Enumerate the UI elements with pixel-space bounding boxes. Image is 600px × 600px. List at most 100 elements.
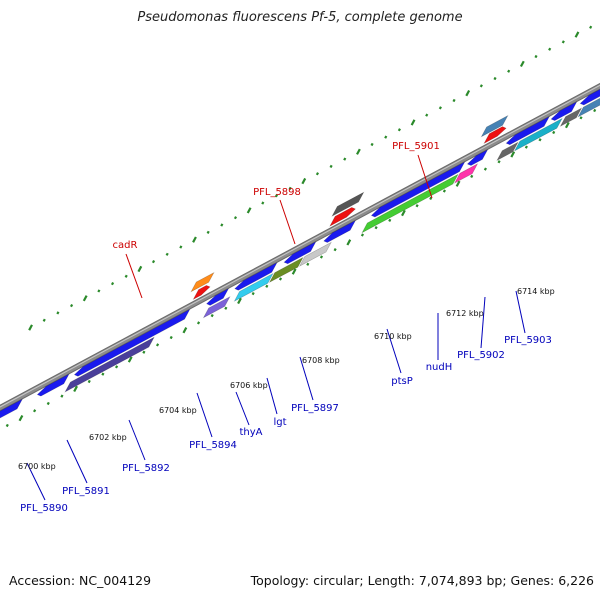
tick-mark (165, 252, 169, 256)
reverse-gene-box (268, 256, 304, 284)
tick-mark (124, 274, 128, 278)
gene-label: PFL_5897 (291, 403, 339, 414)
tick-mark (479, 84, 483, 88)
tick-mark (179, 245, 183, 249)
genome-summary-text: Topology: circular; Length: 7,074,893 bp… (250, 573, 594, 588)
reverse-gene-arrow (0, 398, 24, 419)
gene-label: cadR (113, 240, 138, 251)
tick-mark (319, 255, 324, 259)
reverse-gene-box (453, 163, 479, 184)
position-label: 6706 kbp (230, 381, 268, 390)
tick-mark (574, 31, 580, 38)
reverse-gene-box (361, 173, 459, 234)
tick-mark (196, 321, 201, 325)
forward-gene-arrow (483, 126, 507, 145)
position-label: 6704 kbp (159, 406, 197, 415)
gene-label: ptsP (391, 376, 413, 387)
leader-line (66, 439, 88, 484)
backbone-highlight (0, 84, 600, 408)
backbone-shadow (0, 82, 600, 412)
leader-line (299, 356, 314, 401)
tick-mark (356, 148, 361, 155)
tick-mark (210, 313, 214, 318)
tick-mark (470, 174, 474, 179)
tick-mark (346, 239, 352, 246)
forward-gene-box (331, 191, 365, 217)
gene-label: lgt (273, 417, 286, 428)
tick-mark (397, 128, 401, 132)
tick-mark (28, 324, 33, 331)
leader-line (480, 296, 486, 349)
tick-mark (315, 172, 319, 176)
leader-line (279, 199, 296, 245)
tick-mark (18, 414, 24, 422)
tick-mark (220, 223, 224, 227)
leader-line (235, 391, 250, 426)
leader-line (515, 290, 526, 334)
tick-mark (534, 54, 538, 59)
backbone-line (0, 84, 600, 411)
tick-mark (524, 145, 528, 149)
tick-mark (192, 236, 197, 243)
tick-mark (33, 409, 37, 413)
reverse-gene-box (577, 97, 600, 118)
leader-line (125, 253, 143, 299)
tick-mark (438, 106, 442, 110)
tick-mark (101, 372, 105, 376)
tick-mark (224, 306, 228, 310)
forward-gene-box (480, 114, 509, 138)
tick-mark (169, 335, 173, 340)
tick-mark (497, 160, 501, 164)
gene-labels: cadR PFL_5898 PFL_5901 PFL_5890 PFL_5891 PFL_… (20, 141, 552, 514)
tick-mark (483, 167, 487, 171)
tick-mark (237, 297, 242, 305)
gene-label: PFL_5891 (62, 486, 110, 497)
reverse-gene-arrow (370, 161, 466, 218)
tick-mark (233, 216, 238, 220)
accession-text: Accession: NC_004129 (9, 573, 152, 588)
tick-mark (306, 262, 310, 266)
tick-mark (82, 295, 88, 302)
outer-tick-ring (28, 25, 593, 331)
leader-line (266, 377, 278, 415)
tick-mark (548, 47, 552, 51)
reverse-gene-arrow (550, 101, 578, 121)
tick-mark (415, 204, 419, 208)
tick-mark (151, 260, 156, 264)
reverse-gene-box (496, 141, 519, 162)
leader-line (417, 154, 433, 199)
gene-label: PFL_5890 (20, 503, 68, 514)
tick-mark (261, 201, 265, 205)
gene-label: PFL_5901 (392, 141, 440, 152)
tick-mark (246, 207, 252, 214)
tick-mark (265, 284, 269, 288)
reverse-gene-arrow (36, 373, 70, 397)
tick-mark (56, 311, 60, 315)
tick-mark (552, 130, 556, 135)
leader-line (128, 419, 146, 461)
tick-mark (452, 98, 456, 103)
tick-mark (288, 186, 292, 191)
tick-mark (60, 394, 64, 398)
gene-label: PFL_5898 (253, 187, 301, 198)
tick-mark (329, 164, 333, 169)
tick-mark (182, 327, 188, 334)
tick-mark (87, 379, 91, 384)
tick-mark (493, 76, 497, 81)
position-label: 6708 kbp (302, 356, 340, 365)
tick-mark (401, 209, 406, 217)
position-label: 6702 kbp (89, 433, 127, 442)
tick-mark (384, 135, 388, 139)
tick-mark (388, 218, 392, 222)
leader-line (26, 462, 46, 501)
tick-mark (343, 157, 347, 161)
gene-label: nudH (426, 362, 453, 373)
position-labels: 6700 kbp 6702 kbp 6704 kbp 6706 kbp 6708 kbp… (18, 287, 555, 471)
reverse-gene-box (202, 295, 231, 319)
tick-mark (538, 138, 542, 142)
reverse-gene-arrow (505, 115, 551, 146)
reverse-gene-arrow (579, 89, 600, 106)
tick-mark (5, 423, 9, 428)
tick-mark (46, 401, 50, 406)
forward-gene-arrow (329, 207, 356, 227)
